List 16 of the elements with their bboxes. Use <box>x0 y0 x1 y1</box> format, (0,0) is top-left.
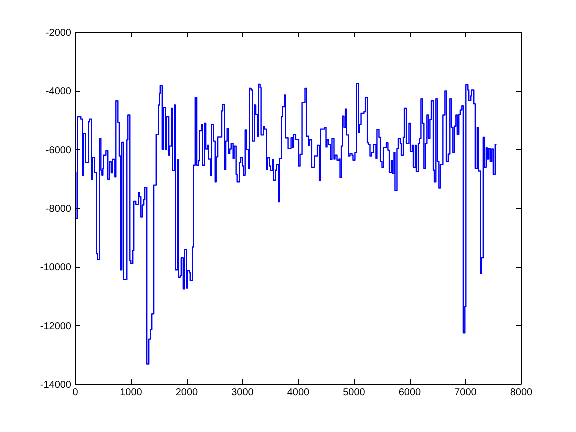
x-tick-label: 4000 <box>287 388 310 398</box>
x-tick-label: 1000 <box>120 388 143 398</box>
y-tick-label: -8000 <box>46 204 72 215</box>
x-tick-label: 2000 <box>176 388 199 398</box>
y-tick-label: -10000 <box>40 262 72 274</box>
x-tick-label: 3000 <box>232 388 254 398</box>
x-tick-label: 0 <box>72 388 79 398</box>
y-tick-label: -12000 <box>40 321 72 332</box>
x-tick-label: 7000 <box>454 388 478 398</box>
x-tick-label: 5000 <box>343 388 366 398</box>
x-tick-label: 8000 <box>510 388 534 398</box>
x-tick-label: 6000 <box>398 388 422 398</box>
y-tick-label: -4000 <box>46 86 72 98</box>
y-tick-label: -14000 <box>40 380 72 391</box>
y-tick-label: -6000 <box>46 145 72 156</box>
y-tick-label: -2000 <box>46 28 72 39</box>
